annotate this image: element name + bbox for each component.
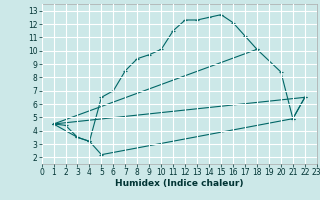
X-axis label: Humidex (Indice chaleur): Humidex (Indice chaleur) [115, 179, 244, 188]
